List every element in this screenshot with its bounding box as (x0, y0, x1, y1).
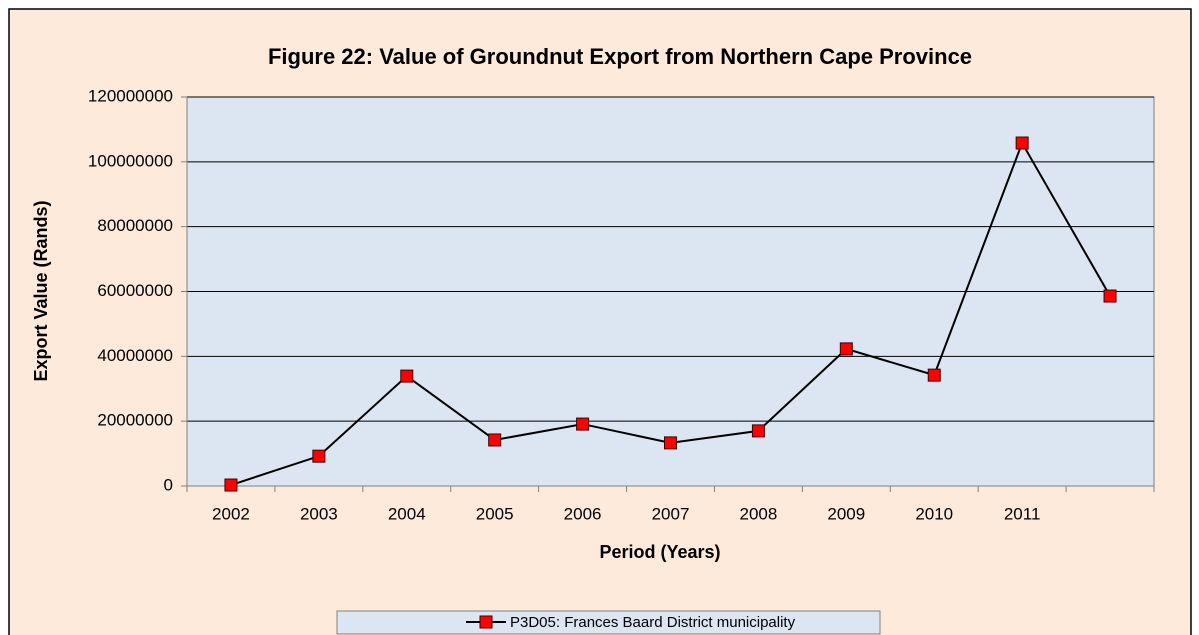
x-tick-label: 2005 (476, 504, 514, 523)
x-tick-label: 2008 (739, 504, 777, 523)
x-axis-label: Period (Years) (599, 542, 720, 562)
data-point (576, 417, 590, 431)
data-point (927, 368, 941, 382)
data-point (312, 449, 326, 463)
x-tick-label: 2006 (564, 504, 602, 523)
y-tick-label: 100000000 (88, 151, 173, 170)
x-tick-label: 2009 (827, 504, 865, 523)
data-point (839, 342, 853, 356)
data-point (664, 436, 677, 450)
x-tick-label: 2007 (652, 504, 690, 523)
x-tick-label: 2010 (915, 504, 953, 523)
data-point (1103, 289, 1117, 303)
x-tick-label: 2003 (300, 504, 338, 523)
x-tick-label: 2002 (212, 504, 250, 523)
chart-title: Figure 22: Value of Groundnut Export fro… (268, 44, 972, 69)
y-tick-label: 60000000 (97, 281, 173, 300)
x-tick-label: 2004 (388, 504, 426, 523)
legend (336, 610, 881, 635)
y-tick-label: 20000000 (97, 411, 173, 430)
y-tick-label: 0 (164, 475, 173, 494)
y-tick-label: 40000000 (97, 346, 173, 365)
legend-marker (479, 615, 493, 629)
y-axis-label: Export Value (Rands) (31, 200, 51, 381)
data-point (488, 433, 502, 447)
x-tick-label: 2011 (1004, 504, 1041, 523)
y-tick-label: 120000000 (88, 86, 173, 105)
data-point (751, 424, 765, 438)
y-tick-label: 80000000 (97, 216, 173, 235)
data-point (1015, 136, 1029, 150)
data-point (400, 369, 414, 383)
legend-label: P3D05: Frances Baard District municipali… (510, 614, 796, 631)
data-point (224, 478, 238, 492)
